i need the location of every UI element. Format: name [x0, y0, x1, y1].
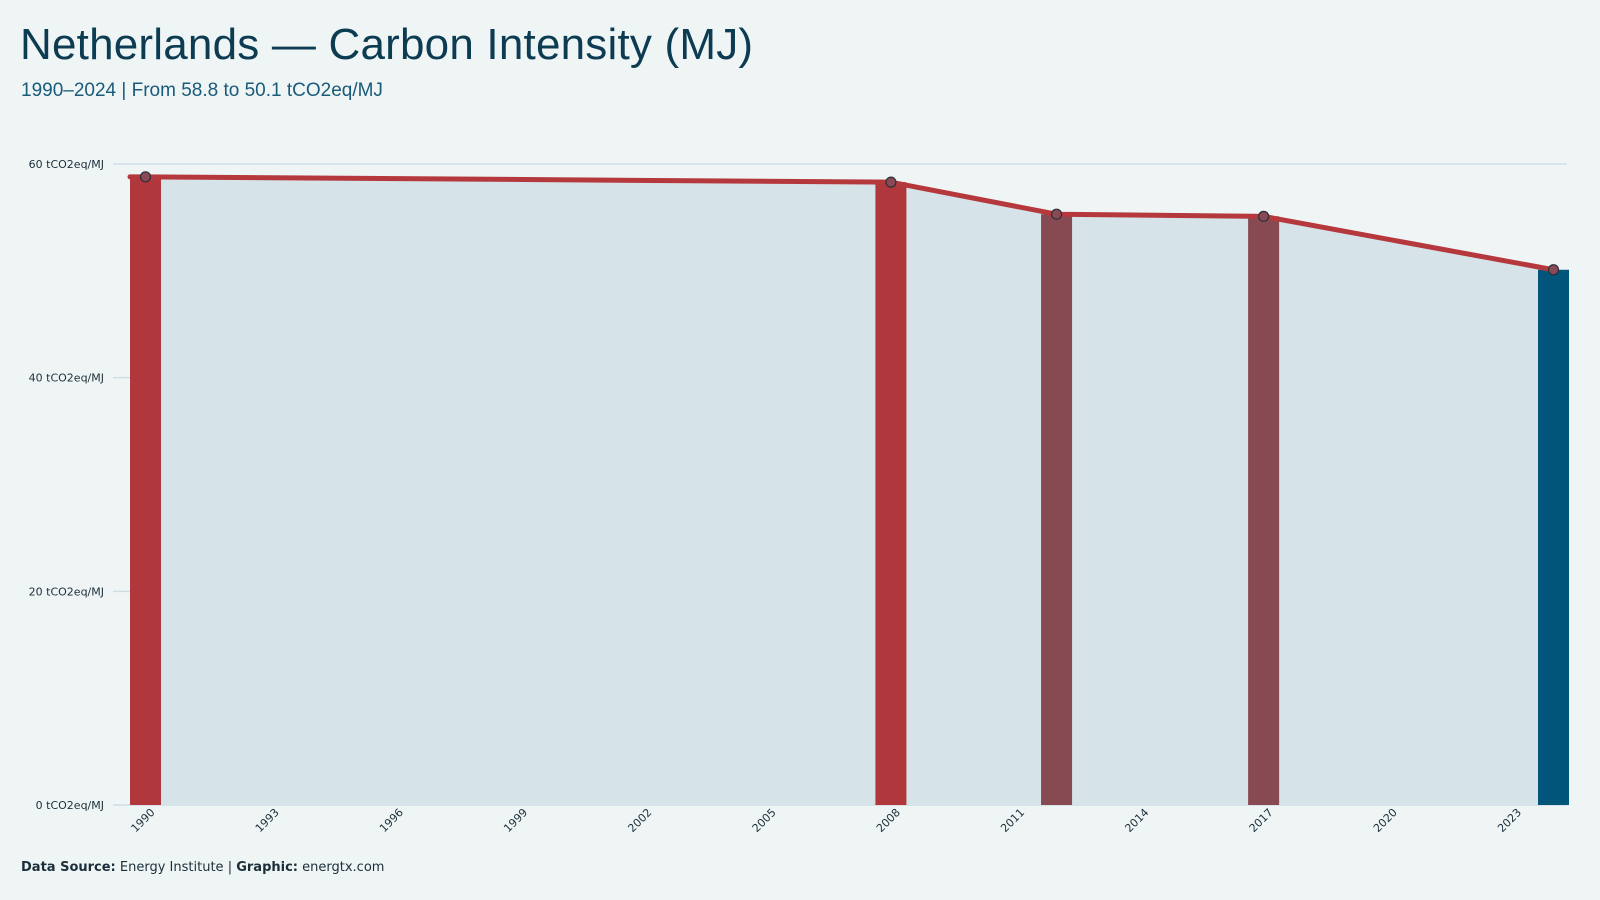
x-tick: 2020 — [1371, 806, 1400, 835]
chart-subtitle: 1990–2024 | From 58.8 to 50.1 tCO2eq/MJ — [21, 80, 383, 101]
bar-2008 — [875, 182, 907, 805]
x-tick: 2005 — [750, 806, 779, 835]
x-tick: 2017 — [1247, 806, 1276, 835]
x-tick-label: 1990 — [129, 806, 158, 835]
x-tick: 1990 — [129, 806, 158, 835]
area-fill — [130, 176, 1569, 805]
bar-1990 — [130, 176, 161, 805]
x-tick-label: 2017 — [1247, 806, 1276, 835]
y-tick-label: 40 tCO2eq/MJ — [29, 372, 104, 385]
point-2008 — [885, 176, 897, 188]
y-tick-label: 20 tCO2eq/MJ — [29, 585, 104, 598]
point-2024 — [1547, 264, 1560, 276]
x-tick: 1996 — [377, 806, 406, 835]
x-tick-label: 1999 — [501, 806, 530, 835]
data-points — [139, 171, 1560, 276]
x-tick: 2011 — [998, 806, 1027, 835]
source-label: Data Source: — [21, 860, 116, 875]
bars — [130, 176, 1569, 805]
point-2017 — [1258, 210, 1270, 222]
bar-2017 — [1248, 216, 1280, 805]
chart-title: Netherlands — Carbon Intensity (MJ) — [20, 20, 754, 69]
point-1990 — [139, 171, 152, 183]
x-tick-label: 2008 — [874, 806, 903, 835]
x-tick-label: 2002 — [625, 806, 654, 835]
x-tick: 2014 — [1122, 806, 1151, 835]
x-tick: 2002 — [625, 806, 654, 835]
source-value: Energy Institute — [119, 860, 224, 875]
x-tick: 1993 — [253, 806, 282, 835]
x-tick: 1999 — [501, 806, 530, 835]
x-tick-label: 2005 — [750, 806, 779, 835]
x-tick: 2023 — [1495, 806, 1524, 835]
bar-2024 — [1538, 269, 1569, 805]
x-tick-label: 1996 — [377, 806, 406, 835]
x-tick-label: 2020 — [1371, 806, 1400, 835]
y-tick-label: 60 tCO2eq/MJ — [29, 158, 104, 171]
point-2012 — [1050, 208, 1063, 220]
footer-separator: | — [227, 860, 233, 875]
bar-2012 — [1041, 214, 1073, 805]
area-shape — [130, 176, 1569, 805]
x-axis-ticks: 1990 1993 1996 1999 2002 2005 2008 2011 2014 2017… — [129, 806, 1525, 835]
graphic-value: energtx.com — [302, 860, 385, 875]
x-tick-label: 1993 — [253, 806, 282, 835]
x-tick: 2008 — [874, 806, 903, 835]
x-tick-label: 2011 — [998, 806, 1027, 835]
footer: Data Source: Energy Institute | Graphic:… — [21, 860, 384, 875]
graphic-label: Graphic: — [236, 860, 298, 875]
y-axis-ticks: 0 tCO2eq/MJ 20 tCO2eq/MJ 40 tCO2eq/MJ 60 tC… — [29, 158, 104, 812]
x-tick-label: 2014 — [1122, 806, 1151, 835]
y-tick-label: 0 tCO2eq/MJ — [36, 799, 104, 812]
x-tick-label: 2023 — [1495, 806, 1524, 835]
